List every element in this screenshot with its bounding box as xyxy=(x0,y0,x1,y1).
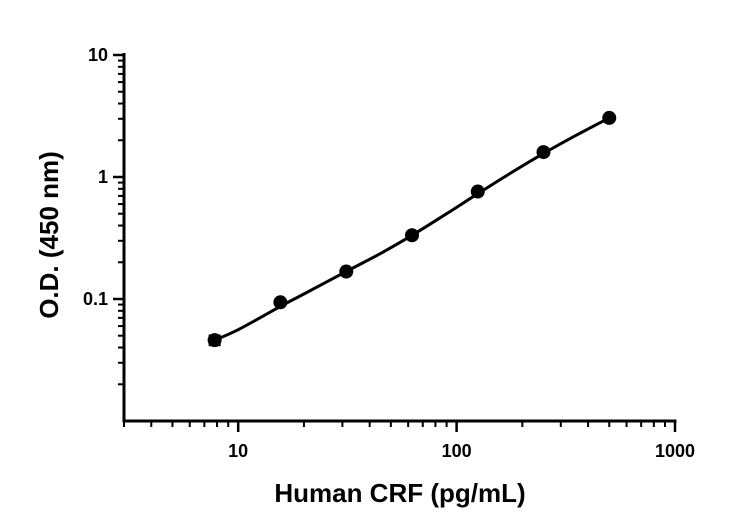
data-point xyxy=(602,110,617,125)
y-tick-label: 1 xyxy=(98,167,108,187)
x-axis-ticks: 10 100 1000 xyxy=(123,421,695,461)
data-point xyxy=(470,184,485,199)
y-tick-label: 10 xyxy=(88,45,108,65)
data-points xyxy=(207,110,617,348)
data-point xyxy=(273,295,288,310)
y-axis-title: O.D. (450 nm) xyxy=(34,151,64,319)
data-point xyxy=(339,264,354,279)
x-tick-label: 1000 xyxy=(655,441,695,461)
data-point xyxy=(536,145,551,160)
data-point xyxy=(405,228,420,243)
x-tick-label: 100 xyxy=(442,441,472,461)
y-tick-label: 0.1 xyxy=(83,289,108,309)
data-point xyxy=(207,333,222,348)
y-axis-ticks: 0.1 1 10 xyxy=(83,45,124,386)
x-tick-label: 10 xyxy=(228,441,248,461)
x-axis-title: Human CRF (pg/mL) xyxy=(274,478,525,508)
